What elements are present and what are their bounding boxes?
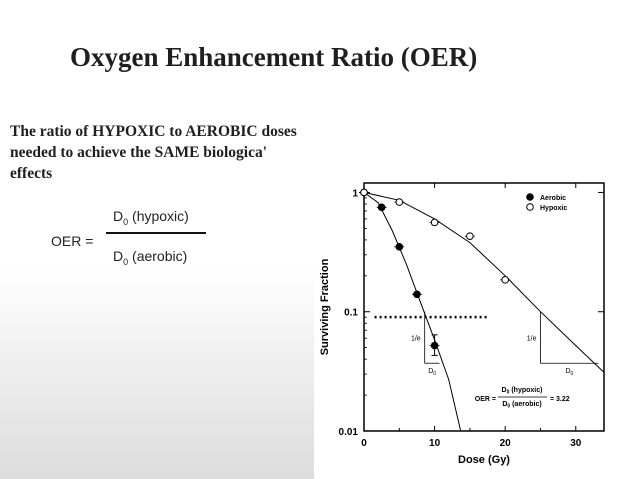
formula-label: OER =	[51, 233, 94, 249]
fraction-bar	[106, 232, 206, 234]
slope-label: 1/e	[527, 335, 537, 342]
formula-numerator: D0 (hypoxic)	[113, 208, 189, 227]
description-line: needed to achieve the SAME biologica'	[10, 144, 268, 161]
d0-label: D0	[565, 368, 573, 377]
plot-frame	[363, 182, 605, 432]
x-tick-label: 10	[429, 438, 441, 449]
survival-curve-chart: 0 10 20 30 0.01 0.1 1 Dose (Gy) Surviving Fracti…	[314, 168, 638, 479]
hypoxic-point	[395, 198, 404, 206]
description-line: The ratio of HYPOXIC to AEROBIC doses	[10, 123, 297, 140]
legend-label: Hypoxic	[540, 205, 567, 212]
chart-svg: 0 10 20 30 0.01 0.1 1 Dose (Gy) Surviving Fracti…	[319, 182, 605, 466]
series-curve-aerobic	[363, 191, 462, 432]
hypoxic-point	[466, 232, 474, 240]
oer-annotation-prefix: OER =	[475, 396, 496, 403]
series-curve-hypoxic	[363, 191, 605, 373]
hypoxic-point	[501, 276, 509, 284]
description-line: effects	[10, 165, 53, 182]
x-axis-label: Dose (Gy)	[458, 454, 510, 466]
slope-label: 1/e	[411, 335, 421, 342]
x-tick-label: 0	[361, 438, 367, 449]
legend-marker	[526, 203, 534, 211]
y-tick-label: 1	[352, 188, 358, 199]
x-tick-label: 30	[570, 438, 582, 449]
aerobic-point	[395, 243, 404, 251]
y-axis-label: Surviving Fraction	[319, 258, 331, 355]
x-tick-label: 20	[500, 438, 512, 449]
hypoxic-point	[430, 218, 439, 227]
legend-marker	[526, 193, 534, 201]
hypoxic-point	[360, 188, 368, 197]
description-text: The ratio of HYPOXIC to AEROBIC doses ne…	[10, 121, 370, 184]
slide-title: Oxygen Enhancement Ratio (OER)	[70, 42, 478, 72]
d0-label: D0	[428, 368, 436, 377]
aerobic-point	[377, 203, 386, 212]
y-tick-label: 0.1	[344, 308, 358, 319]
oer-annotation-numerator: D0 (hypoxic)	[502, 387, 543, 396]
aerobic-point	[430, 341, 439, 350]
oer-annotation-result: = 3.22	[550, 396, 570, 403]
y-tick-label: 0.01	[339, 427, 359, 438]
legend-label: Aerobic	[540, 195, 566, 202]
formula-denominator: D0 (aerobic)	[113, 248, 188, 267]
oer-annotation-denominator: D0 (aerobic)	[502, 401, 541, 410]
aerobic-point	[413, 290, 421, 299]
